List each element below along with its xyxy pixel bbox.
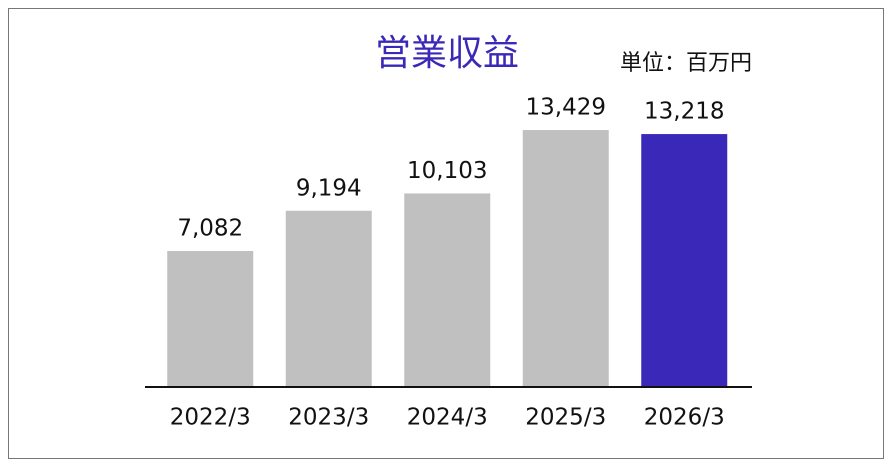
x-tick-label: 2022/3 [170,405,251,431]
bar [167,251,254,386]
x-tick-label: 2024/3 [407,405,488,431]
x-tick-label: 2026/3 [644,405,725,431]
value-label: 7,082 [177,216,243,242]
bar [641,134,728,386]
value-label: 10,103 [407,158,487,184]
bar [522,130,609,386]
value-label: 13,218 [644,99,724,125]
value-label: 13,429 [526,95,606,121]
x-tick-label: 2025/3 [525,405,606,431]
x-tick-label: 2023/3 [288,405,369,431]
value-label: 9,194 [296,175,362,201]
bar [285,210,372,386]
bar [404,193,491,386]
unit-label: 単位：百万円 [620,51,752,76]
chart-title: 営業収益 [375,33,519,74]
